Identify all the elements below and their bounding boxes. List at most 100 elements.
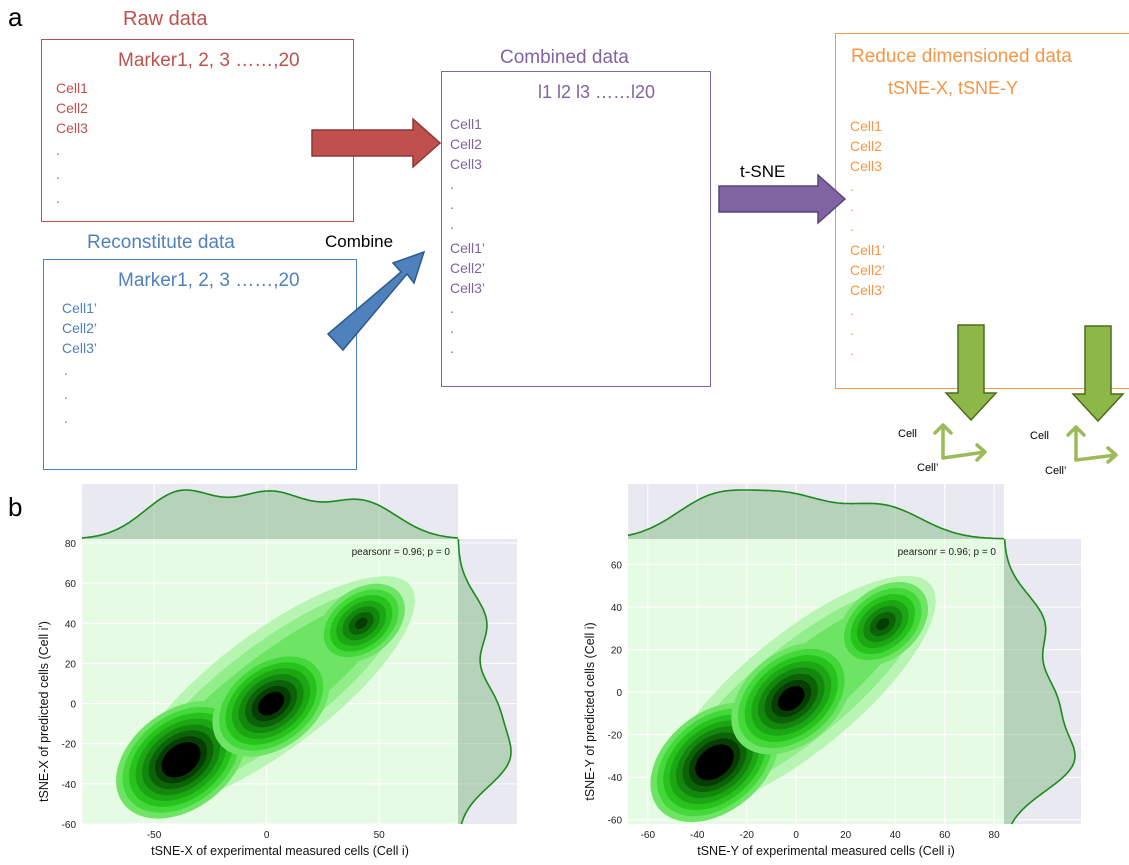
list-item: Cell1 bbox=[450, 116, 482, 132]
list-item: . bbox=[64, 362, 68, 378]
reconstitute-data-header: Marker1, 2, 3 ……,20 bbox=[118, 270, 300, 291]
right-marginal-kde-line bbox=[1003, 538, 1076, 825]
list-item: . bbox=[850, 322, 854, 338]
list-item: Cell1’ bbox=[850, 242, 886, 258]
list-item: Cell3 bbox=[450, 156, 482, 172]
x-tick-label: -40 bbox=[690, 830, 705, 841]
mini-axes-icon-1 bbox=[933, 423, 987, 462]
reconstitute-data-box: Marker1, 2, 3 ……,20 Cell1’ Cell2’ Cell3’… bbox=[43, 259, 357, 470]
list-item: . bbox=[450, 196, 454, 212]
kde-contours bbox=[650, 575, 936, 823]
list-item: . bbox=[850, 342, 854, 358]
pearson-annotation: pearsonr = 0.96; p = 0 bbox=[898, 547, 997, 558]
y-tick-label: -20 bbox=[62, 740, 77, 751]
reduced-data-box: tSNE-X, tSNE-Y Cell1 Cell2 Cell3 . . . C… bbox=[835, 33, 1129, 389]
top-marginal-kde-line bbox=[81, 489, 459, 539]
red-arrow bbox=[311, 117, 442, 169]
y-tick-label: -40 bbox=[62, 780, 77, 791]
right-marginal-kde-line bbox=[457, 538, 512, 825]
list-item: Cell2 bbox=[850, 138, 882, 154]
y-tick-label: -20 bbox=[608, 731, 623, 742]
mini-axis-label-cellp-1: Cell’ bbox=[917, 462, 939, 474]
y-tick-label: -60 bbox=[608, 816, 623, 827]
x-tick-label: 80 bbox=[989, 830, 1001, 841]
x-tick-label: 20 bbox=[840, 830, 852, 841]
list-item: Cell2 bbox=[56, 100, 88, 116]
reconstitute-data-rows: Cell1’ Cell2’ Cell3’ . . . bbox=[62, 298, 97, 430]
list-item: . bbox=[850, 218, 854, 234]
blue-arrow bbox=[326, 250, 426, 352]
density-peak-2-level bbox=[784, 692, 798, 705]
list-item: . bbox=[56, 166, 60, 182]
x-tick-label: -20 bbox=[740, 830, 755, 841]
kde-contours bbox=[116, 576, 415, 819]
list-item: . bbox=[64, 410, 68, 426]
list-item: . bbox=[64, 386, 68, 402]
combined-data-box: l1 l2 l3 ……l20 Cell1 Cell2 Cell3 . . . C… bbox=[441, 71, 711, 387]
x-tick-label: -60 bbox=[641, 830, 656, 841]
y-tick-label: 60 bbox=[65, 579, 77, 590]
y-tick-label: 40 bbox=[611, 603, 623, 614]
y-axis-label: tSNE-X of predicted cells (Cell i') bbox=[37, 621, 51, 802]
list-item: Cell1 bbox=[850, 118, 882, 134]
x-tick-label: 0 bbox=[264, 830, 270, 841]
y-tick-label: 20 bbox=[611, 646, 623, 657]
list-item: Cell3’ bbox=[450, 280, 486, 296]
top-marginal-kde-fill bbox=[628, 490, 1004, 539]
list-item: . bbox=[450, 176, 454, 192]
tsne-label: t-SNE bbox=[740, 162, 786, 181]
raw-data-header: Marker1, 2, 3 ……,20 bbox=[118, 50, 300, 71]
list-item: Cell2’ bbox=[450, 260, 486, 276]
y-tick-label: 60 bbox=[611, 561, 623, 572]
mini-axes-icon-2 bbox=[1066, 425, 1118, 464]
purple-arrow bbox=[718, 173, 847, 225]
top-marginal-kde-fill bbox=[82, 490, 458, 539]
reduced-data-header: tSNE-X, tSNE-Y bbox=[888, 78, 1019, 98]
list-item: Cell3’ bbox=[62, 340, 98, 356]
density-peak-1-level bbox=[708, 756, 721, 769]
density-peak-2-level bbox=[264, 697, 278, 710]
panel-b-letter: b bbox=[8, 492, 23, 522]
y-tick-label: -60 bbox=[62, 820, 77, 831]
x-tick-label: 60 bbox=[939, 830, 951, 841]
list-item: . bbox=[450, 340, 454, 356]
x-tick-label: 0 bbox=[793, 830, 799, 841]
x-axis-label: tSNE-X of experimental measured cells (C… bbox=[151, 844, 409, 858]
y-tick-label: 20 bbox=[65, 659, 77, 670]
reduced-data-title: Reduce dimensioned data bbox=[851, 46, 1072, 67]
reduced-data-rows: Cell1 Cell2 Cell3 . . . Cell1’ Cell2’ Ce… bbox=[850, 116, 885, 360]
list-item: Cell1’ bbox=[62, 300, 98, 316]
combined-data-title: Combined data bbox=[500, 47, 629, 68]
raw-data-box: Marker1, 2, 3 ……,20 Cell1 Cell2 Cell3 . … bbox=[41, 39, 354, 222]
mini-axis-label-cell-1: Cell bbox=[898, 428, 917, 440]
top-marginal-kde-line bbox=[627, 489, 1005, 540]
combine-label: Combine bbox=[325, 232, 394, 251]
list-item: . bbox=[850, 198, 854, 214]
list-item: . bbox=[850, 178, 854, 194]
x-tick-label: -50 bbox=[147, 830, 162, 841]
mini-axis-label-cellp-2: Cell’ bbox=[1045, 465, 1067, 477]
list-item: . bbox=[850, 302, 854, 318]
x-tick-label: 50 bbox=[374, 830, 386, 841]
list-item: Cell2 bbox=[450, 136, 482, 152]
green-down-arrow-1 bbox=[944, 324, 998, 422]
y-tick-label: 0 bbox=[616, 688, 622, 699]
list-item: Cell3 bbox=[850, 158, 882, 174]
raw-data-rows: Cell1 Cell2 Cell3 . . . bbox=[56, 78, 88, 210]
density-peak-3-level bbox=[354, 617, 368, 629]
list-item: Cell2’ bbox=[62, 320, 98, 336]
list-item: Cell1 bbox=[56, 80, 88, 96]
mini-axis-label-cell-2: Cell bbox=[1030, 430, 1049, 442]
y-tick-label: 0 bbox=[70, 700, 76, 711]
joint-plot-1: pearsonr = 0.96; p = 0 -50 0 50 -60 -40 -20 0 20… bbox=[37, 484, 517, 858]
list-item: . bbox=[56, 190, 60, 206]
raw-data-title: Raw data bbox=[123, 8, 208, 30]
x-axis-label: tSNE-Y of experimental measured cells (C… bbox=[697, 844, 955, 858]
x-tick-label: 40 bbox=[890, 830, 902, 841]
list-item: . bbox=[450, 216, 454, 232]
combined-data-header: l1 l2 l3 ……l20 bbox=[538, 82, 656, 102]
combined-data-rows: Cell1 Cell2 Cell3 . . . Cell1’ Cell2’ Ce… bbox=[450, 114, 485, 358]
list-item: . bbox=[56, 142, 60, 158]
density-peak-3-level bbox=[876, 618, 890, 631]
